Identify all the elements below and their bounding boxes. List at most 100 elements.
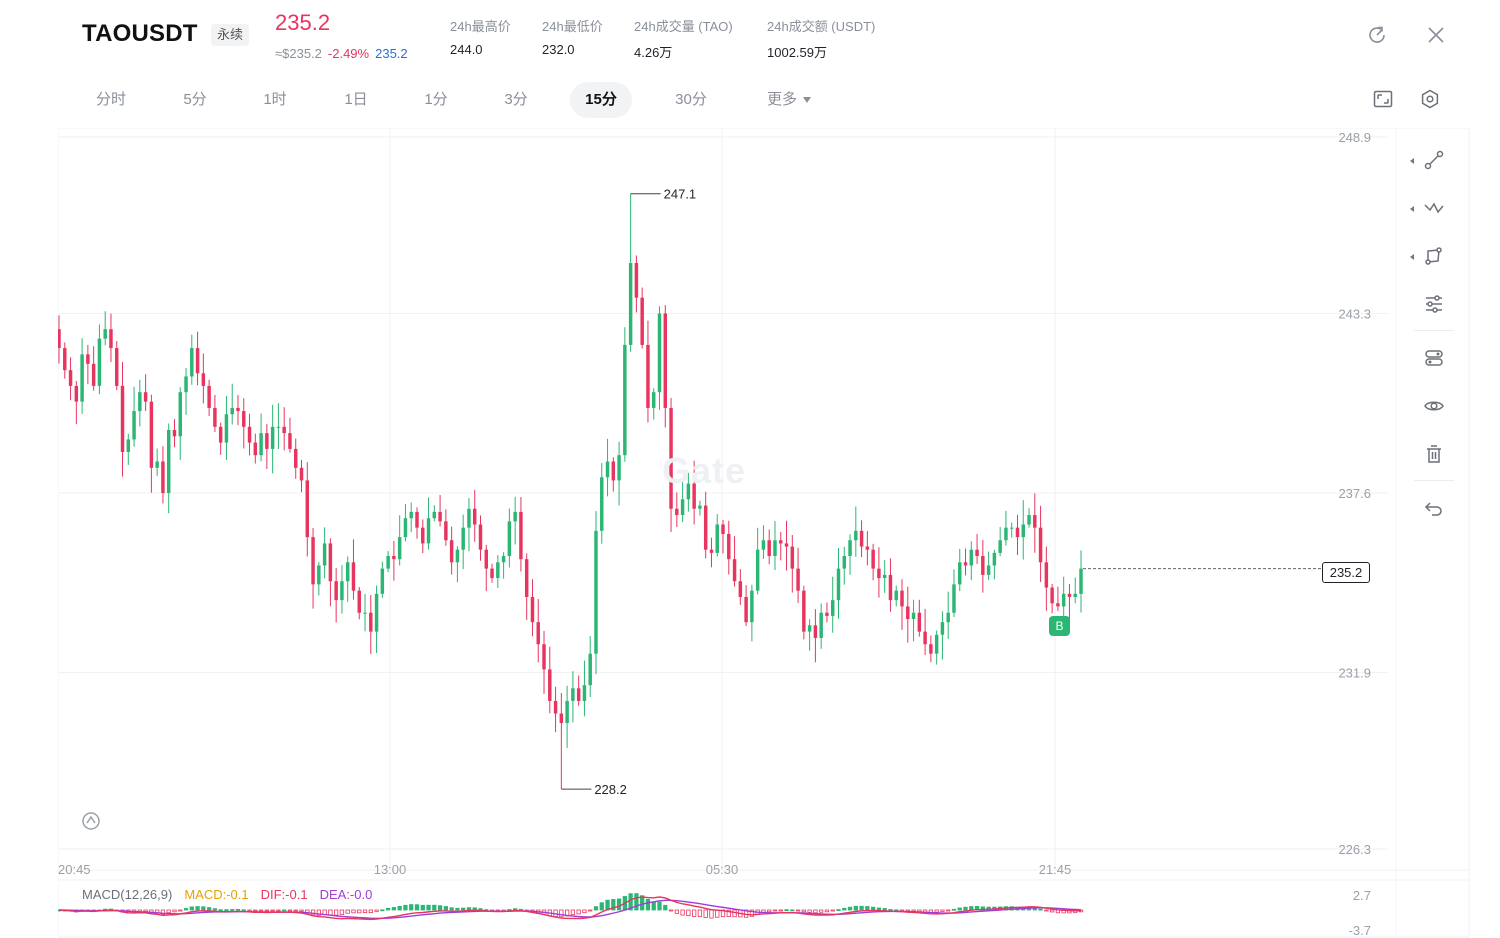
macd-histogram-bar [703, 909, 708, 919]
macd-histogram-bar [570, 909, 576, 916]
macd-histogram-bar [449, 907, 454, 911]
candle-body [496, 562, 500, 579]
candle-body [513, 511, 517, 522]
tab-15m[interactable]: 15分 [570, 82, 632, 118]
candle-body [357, 590, 361, 613]
candle-body [63, 348, 67, 371]
tab-1m[interactable]: 1分 [424, 91, 448, 108]
visibility-button[interactable] [1410, 386, 1458, 426]
tab-3m[interactable]: 3分 [504, 91, 528, 108]
candle-body [68, 370, 73, 386]
candle-body [103, 329, 107, 339]
candle-body [467, 508, 471, 528]
candle-body [201, 373, 206, 386]
candle-body [218, 426, 223, 443]
macd-histogram-bar [680, 909, 685, 916]
undo-button[interactable] [1410, 488, 1458, 528]
candle-body [207, 385, 211, 408]
macd-histogram-bar [264, 909, 269, 912]
candle-body [859, 530, 864, 547]
candle-body [259, 433, 263, 456]
candle-body [242, 411, 246, 427]
macd-histogram-bar [749, 909, 755, 917]
symbol-name[interactable]: TAOUSDT [82, 20, 198, 47]
candle-body [1044, 562, 1049, 588]
macd-histogram-bar [455, 907, 460, 911]
macd-histogram-bar [143, 909, 148, 912]
candle-body [478, 524, 483, 550]
close-icon[interactable] [1425, 24, 1447, 46]
macd-histogram-bar [911, 909, 916, 912]
line-tool-button[interactable] [1410, 140, 1458, 180]
sidebar-divider [1414, 480, 1454, 481]
candle-body [848, 540, 852, 557]
macd-histogram-bar [253, 909, 258, 912]
candle-body [484, 549, 489, 569]
macd-histogram-bar [588, 909, 593, 912]
macd-histogram-bar [270, 909, 275, 912]
macd-histogram-bar [824, 909, 830, 913]
kline-chart[interactable]: 248.9 243.3 237.6 231.9 226.3 20:45 13:00 05:30… [58, 128, 1470, 938]
macd-histogram-bar [628, 893, 633, 911]
last-price-tag: 235.2 [1322, 562, 1370, 583]
low-price-label: 228.2 [594, 782, 627, 797]
high-price-label: 247.1 [664, 187, 697, 202]
candle-body [686, 483, 691, 500]
candle-body [640, 297, 644, 345]
mark-price[interactable]: 235.2 [375, 46, 408, 61]
tab-time-share[interactable]: 分时 [95, 91, 126, 108]
tab-30m[interactable]: 30分 [675, 91, 707, 108]
macd-histogram-bar [206, 907, 212, 911]
adjust-tool-button[interactable] [1410, 284, 1458, 324]
candle-body [802, 590, 806, 632]
candle-body [986, 565, 991, 575]
candle-body [958, 562, 962, 585]
shape-tool-button[interactable] [1410, 236, 1458, 276]
tab-1d[interactable]: 1日 [344, 91, 368, 108]
candle-body [911, 612, 916, 620]
delete-button[interactable] [1410, 434, 1458, 474]
candle-body [461, 527, 465, 550]
candle-body [675, 508, 679, 516]
candle-body [565, 700, 569, 723]
y-tick-label: 243.3 [1338, 306, 1371, 321]
settings-icon[interactable] [1419, 88, 1441, 110]
wave-tool-button[interactable] [1410, 188, 1458, 228]
macd-histogram-bar [189, 906, 194, 911]
macd-histogram-bar [668, 909, 674, 912]
candle-body [594, 530, 598, 654]
candle-body [126, 439, 131, 453]
eye-icon [1424, 401, 1444, 411]
indicator-button[interactable] [1410, 338, 1458, 378]
macd-histogram-bar [310, 909, 316, 916]
stat-value: 244.0 [450, 42, 483, 57]
stat-24h-volume: 24h成交量 (TAO) 4.26万 [634, 16, 733, 61]
stat-24h-turnover: 24h成交额 (USDT) 1002.59万 [767, 16, 875, 61]
candle-body [369, 612, 373, 632]
candle-body [161, 461, 165, 493]
kline-chart-area[interactable]: 248.9 243.3 237.6 231.9 226.3 20:45 13:00 05:30… [58, 128, 1470, 938]
fullscreen-icon[interactable] [1372, 88, 1394, 110]
macd-histogram-bar [951, 908, 957, 911]
candle-body [992, 552, 997, 566]
refresh-icon[interactable] [1366, 24, 1388, 46]
candle-body [761, 540, 766, 550]
candle-body [374, 593, 379, 632]
tab-more[interactable]: 更多 [752, 82, 826, 118]
macd-histogram-bar [645, 898, 651, 911]
candle-body [120, 385, 125, 453]
macd-histogram-bar [795, 909, 801, 912]
buy-marker[interactable]: B [1049, 616, 1070, 636]
candle-body [634, 263, 639, 298]
candle-body [455, 549, 460, 563]
expand-arrow-icon [1410, 206, 1414, 212]
stat-24h-low: 24h最低价 232.0 [542, 16, 603, 57]
candle-body [97, 338, 102, 386]
macd-histogram-bar [1038, 908, 1043, 911]
tab-1h[interactable]: 1时 [263, 91, 287, 108]
candle-body [807, 625, 812, 632]
tab-5m[interactable]: 5分 [183, 91, 207, 108]
macd-histogram-bar [576, 909, 581, 915]
candle-body [1073, 593, 1077, 597]
macd-histogram-bar [686, 909, 691, 917]
